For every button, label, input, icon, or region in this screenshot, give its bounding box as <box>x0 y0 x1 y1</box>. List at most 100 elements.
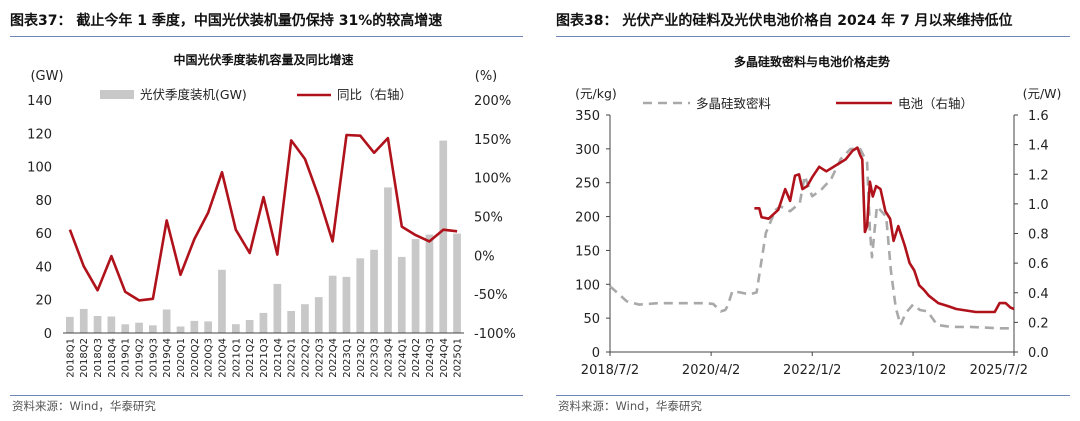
legend-poly-label: 多晶硅致密料 <box>696 96 772 111</box>
source-note-38: 资料来源：Wind，华泰研究 <box>558 399 702 413</box>
x-tick-label: 2020Q3 <box>204 338 215 378</box>
bar-2020Q4 <box>218 269 226 333</box>
x-tick-label: 2024Q1 <box>397 338 408 378</box>
panel-heading-37: 图表37： 截止今年 1 季度，中国光伏装机量仍保持 31%的较高增速 <box>10 13 443 29</box>
left-tick-label: 120 <box>27 127 52 142</box>
right-tick-label: -50% <box>474 288 508 303</box>
bar-2022Q2 <box>301 304 309 333</box>
heading-rule-37 <box>10 36 523 37</box>
x-tick-label: 2022Q2 <box>300 338 311 378</box>
x-tick-label: 2023Q4 <box>383 338 394 378</box>
right-axis-unit: (%) <box>475 69 498 84</box>
right-tick-label: 100% <box>474 172 511 187</box>
x-tick-label: 2019Q3 <box>148 338 159 378</box>
x-tick-label: 2023Q2 <box>356 338 367 378</box>
x-tick-label: 2022Q3 <box>314 338 325 378</box>
left-tick-label: 100 <box>27 161 52 176</box>
right-tick-label: -100% <box>474 327 516 342</box>
bar-2024Q3 <box>425 234 434 333</box>
bar-2024Q4 <box>439 140 448 333</box>
bar-2025Q1 <box>453 233 461 333</box>
chart-title: 多晶硅致密料与电池价格走势 <box>734 54 890 69</box>
x-tick-label: 2018Q4 <box>107 338 118 378</box>
right-tick-label: 50% <box>474 211 503 226</box>
heading-rule-38 <box>556 36 1070 37</box>
x-tick-label: 2018/7/2 <box>581 363 639 378</box>
bar-2022Q1 <box>287 311 295 333</box>
cell-price-line <box>754 146 1015 314</box>
bar-2021Q4 <box>273 283 282 333</box>
right-tick-label: 150% <box>474 133 511 148</box>
bar-2018Q3 <box>93 316 102 333</box>
polysilicon-line <box>609 147 1014 330</box>
x-tick-label: 2025Q1 <box>453 338 464 378</box>
bar-2018Q2 <box>79 308 88 333</box>
x-tick-label: 2020Q1 <box>176 338 187 378</box>
x-tick-label: 2018Q3 <box>93 338 104 378</box>
left-tick-label: 140 <box>27 94 52 109</box>
right-tick-label: 200% <box>474 94 511 109</box>
legend-cell-label: 电池（右轴） <box>898 96 973 111</box>
left-tick-label: 350 <box>575 109 600 124</box>
right-tick-label: 0.4 <box>1028 287 1049 302</box>
bar-2021Q1 <box>232 324 240 333</box>
right-tick-label: 0% <box>474 249 495 264</box>
bar-2022Q3 <box>314 297 323 333</box>
right-tick-label: 1.6 <box>1028 109 1049 124</box>
left-tick-label: 80 <box>35 194 52 209</box>
bar-2021Q3 <box>259 312 268 333</box>
left-tick-label: 300 <box>575 143 600 158</box>
bar-2023Q2 <box>356 258 365 333</box>
x-tick-label: 2023Q3 <box>370 338 381 378</box>
left-tick-label: 60 <box>35 227 52 242</box>
x-tick-label: 2021Q2 <box>245 338 256 378</box>
source-note-37: 资料来源：Wind，华泰研究 <box>12 399 156 413</box>
left-tick-label: 150 <box>575 244 600 259</box>
x-tick-label: 2019Q2 <box>135 338 146 378</box>
bar-2019Q2 <box>135 322 143 333</box>
legend-bar-swatch <box>100 90 134 99</box>
x-tick-label: 2020Q4 <box>218 338 229 378</box>
left-tick-label: 250 <box>575 177 600 192</box>
x-tick-label: 2022/1/2 <box>783 363 841 378</box>
x-tick-label: 2019Q1 <box>121 338 132 378</box>
bar-2020Q3 <box>204 321 212 333</box>
bar-2019Q4 <box>162 309 171 333</box>
bar-2021Q2 <box>245 320 254 333</box>
legend-bar-label: 光伏季度装机(GW) <box>140 87 247 102</box>
x-tick-label: 2024Q3 <box>425 338 436 378</box>
x-tick-label: 2024Q4 <box>439 338 450 378</box>
x-tick-label: 2021Q3 <box>259 338 270 378</box>
x-tick-label: 2025/7/2 <box>970 363 1028 378</box>
right-tick-label: 0.6 <box>1028 257 1049 272</box>
x-tick-label: 2023/10/2 <box>880 363 947 378</box>
x-tick-label: 2022Q4 <box>328 338 339 378</box>
right-tick-label: 1.4 <box>1028 139 1049 154</box>
x-tick-label: 2022Q1 <box>287 338 298 378</box>
x-tick-label: 2018Q2 <box>79 338 90 378</box>
left-tick-label: 20 <box>35 294 52 309</box>
x-tick-label: 2024Q2 <box>411 338 422 378</box>
source-rule-37 <box>10 395 523 396</box>
bar-2020Q2 <box>190 320 199 333</box>
left-tick-label: 100 <box>575 278 600 293</box>
x-tick-label: 2021Q4 <box>273 338 284 378</box>
bar-2019Q1 <box>121 324 130 333</box>
right-tick-label: 0.8 <box>1028 228 1049 243</box>
left-axis-unit: (GW) <box>30 69 63 84</box>
x-tick-label: 2018Q1 <box>65 338 76 378</box>
right-tick-label: 1.0 <box>1028 198 1049 213</box>
source-rule-38 <box>556 395 1070 396</box>
bar-2024Q1 <box>397 256 406 333</box>
left-tick-label: 200 <box>575 211 600 226</box>
x-tick-label: 2020Q2 <box>190 338 201 378</box>
bar-2022Q4 <box>328 275 337 333</box>
panel-heading-38: 图表38： 光伏产业的硅料及光伏电池价格自 2024 年 7 月以来维持低位 <box>556 13 1013 29</box>
right-tick-label: 1.2 <box>1028 168 1049 183</box>
left-tick-label: 0 <box>44 327 52 342</box>
left-tick-label: 40 <box>35 260 52 275</box>
chart-title: 中国光伏季度装机容量及同比增速 <box>173 52 353 67</box>
bar-2024Q2 <box>411 239 420 333</box>
left-tick-label: 50 <box>583 312 600 327</box>
right-axis-unit: (元/W) <box>1023 86 1062 101</box>
